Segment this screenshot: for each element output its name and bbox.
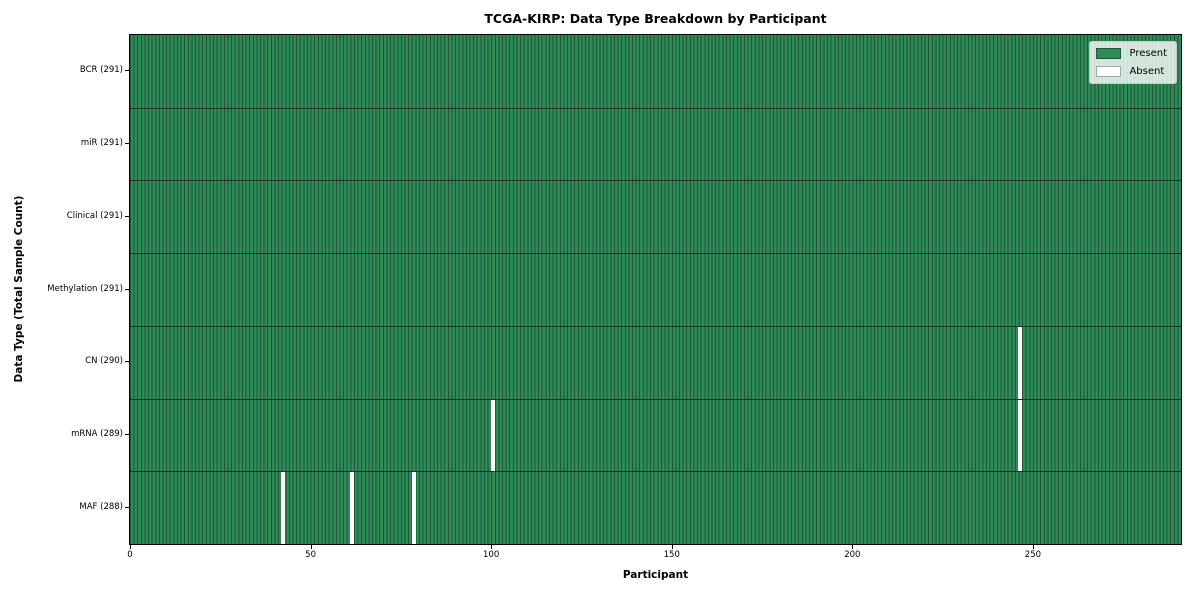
x-tick-mark	[130, 545, 131, 549]
y-tick-label-mRNA: mRNA (289)	[71, 428, 123, 439]
x-tick-label-250: 250	[1024, 550, 1042, 560]
absent-cell-mRNA-100	[490, 399, 495, 472]
legend-label-absent: Absent	[1129, 66, 1165, 77]
legend: Present Absent	[1089, 41, 1177, 84]
x-tick-label-200: 200	[844, 550, 861, 560]
absent-cell-MAF-42	[281, 472, 286, 544]
x-axis: 0 50 100 150 200 250	[127, 545, 1182, 575]
absent-swatch-icon	[1096, 66, 1122, 77]
x-tick-label-0: 0	[127, 550, 133, 560]
y-tick-label-BCR: BCR (291)	[79, 65, 123, 76]
matrix-row-Methylation	[130, 253, 1181, 326]
x-tick-label-50: 50	[305, 550, 316, 560]
matrix-row-MAF	[130, 471, 1181, 544]
absent-cell-CN-246	[1018, 326, 1023, 399]
y-tick-label-Methylation: Methylation (291)	[47, 283, 123, 294]
chart-title: TCGA-KIRP: Data Type Breakdown by Partic…	[484, 11, 827, 26]
y-tick-mark	[125, 433, 129, 435]
y-tick-label-MAF: MAF (288)	[79, 501, 123, 512]
absent-cell-MAF-78	[411, 472, 416, 544]
y-tick-label-Clinical: Clinical (291)	[66, 210, 123, 221]
x-tick-mark	[491, 545, 493, 549]
y-tick-mark	[125, 215, 129, 217]
y-tick-label-CN: CN (290)	[85, 356, 123, 367]
matrix-row-miR	[130, 107, 1181, 181]
x-tick-label-150: 150	[663, 550, 680, 560]
x-tick-mark	[671, 545, 673, 549]
absent-cell-MAF-61	[350, 472, 355, 544]
x-tick-mark	[310, 545, 312, 549]
y-tick-mark	[125, 70, 129, 72]
matrix-row-mRNA	[130, 398, 1181, 472]
y-axis: BCR (291) miR (291) Clinical (291) Methylat…	[0, 0, 129, 600]
legend-entry-absent: Absent	[1096, 66, 1167, 77]
matrix-row-CN	[130, 325, 1181, 399]
y-tick-mark	[125, 506, 129, 508]
matrix-row-BCR	[130, 35, 1181, 108]
y-tick-mark	[125, 288, 129, 290]
present-swatch-icon	[1096, 48, 1122, 59]
absent-cell-mRNA-246	[1018, 399, 1023, 472]
x-axis-label: Participant	[622, 569, 689, 581]
x-tick-label-100: 100	[483, 550, 500, 560]
y-tick-mark	[125, 361, 129, 363]
x-tick-mark	[852, 545, 854, 549]
x-tick-mark	[1032, 545, 1034, 549]
matrix-row-Clinical	[130, 180, 1181, 253]
legend-entry-present: Present	[1096, 48, 1167, 59]
y-tick-mark	[125, 143, 129, 145]
legend-label-present: Present	[1129, 48, 1167, 59]
plot-area: Present Absent	[129, 34, 1182, 545]
y-tick-label-miR: miR (291)	[80, 138, 123, 149]
